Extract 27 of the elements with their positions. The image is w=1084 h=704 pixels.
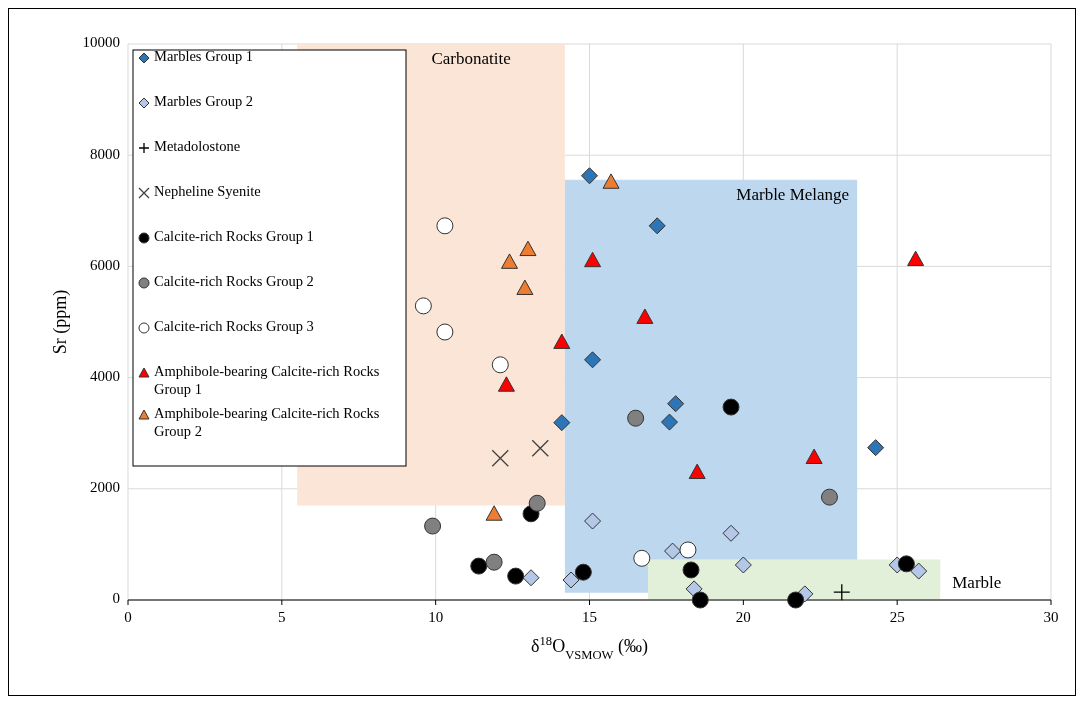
x-axis-title: δ$^{18}$O$_{VSMOW}$ (‰): [531, 634, 648, 662]
x-tick-label: 25: [889, 609, 905, 625]
y-tick-label: 0: [112, 590, 120, 607]
legend-label: Marbles Group 1: [154, 48, 254, 65]
annotation: Marble: [952, 572, 1002, 592]
legend-label: Amphibole-bearing Calcite-rich Rocks Group 2: [154, 405, 380, 440]
annotation: Marble Melange: [736, 185, 850, 205]
legend-label: Calcite-rich Rocks Group 1: [154, 228, 314, 245]
y-axis-title: Sr (ppm): [50, 289, 71, 355]
y-tick-label: 10000: [82, 34, 120, 51]
y-tick-label: 2000: [90, 479, 120, 496]
x-tick-label: 10: [428, 609, 444, 625]
legend-label: Calcite-rich Rocks Group 3: [154, 318, 314, 335]
x-tick-label: 5: [278, 609, 286, 625]
legend-label: Calcite-rich Rocks Group 2: [154, 273, 314, 290]
legend-label: Metadolostone: [154, 138, 241, 155]
x-tick-label: 0: [124, 609, 132, 625]
annotation: Carbonatite: [431, 48, 511, 68]
legend-label: Nepheline Syenite: [154, 183, 261, 200]
x-tick-label: 30: [1043, 609, 1059, 625]
x-tick-label: 15: [582, 609, 597, 625]
y-tick-label: 8000: [90, 145, 120, 162]
y-tick-label: 4000: [90, 368, 120, 385]
legend-label: Marbles Group 2: [154, 93, 254, 110]
x-tick-label: 20: [735, 609, 751, 625]
legend-label: Amphibole-bearing Calcite-rich Rocks Group 1: [154, 363, 380, 398]
y-tick-label: 6000: [90, 256, 120, 273]
